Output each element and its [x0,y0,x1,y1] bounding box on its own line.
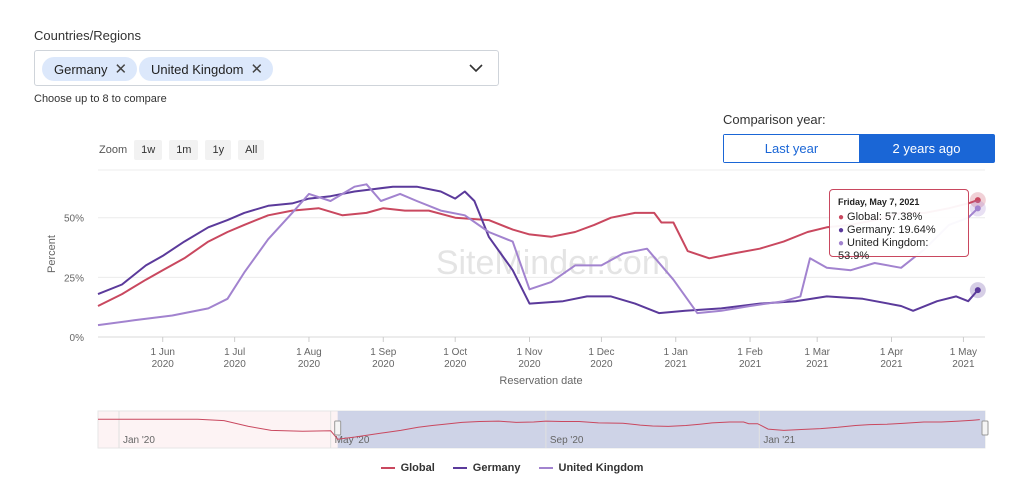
x-tick-label: 1 Mar [804,347,830,358]
tooltip-line-germany: ● Germany: 19.64% [838,224,936,236]
tooltip-title: Friday, May 7, 2021 [838,197,920,207]
x-tick-label: 1 Apr [880,347,904,358]
zoom-1m-button[interactable]: 1m [169,140,199,160]
x-tick-label: 2021 [665,359,688,370]
x-tick-label: 2020 [152,359,175,370]
x-tick-label: 2020 [590,359,613,370]
x-tick-label: 1 Dec [588,347,614,358]
x-tick-label: 1 Sep [370,347,397,358]
dot-icon: ● [838,225,845,236]
countries-label: Countries/Regions [34,28,141,43]
legend-swatch [538,467,553,469]
x-tick-label: 2021 [806,359,829,370]
comparison-year-label: Comparison year: [723,112,826,127]
x-tick-label: 2021 [880,359,903,370]
hover-point [974,197,981,204]
x-tick-label: 1 May [950,347,977,358]
hover-point [974,287,981,294]
x-tick-label: 1 Aug [296,347,322,358]
y-tick-label: 0% [70,333,85,344]
navigator[interactable]: Jan '20 May '20 Sep '20 Jan '21 [97,410,989,449]
legend-label: Global [400,462,435,474]
two-years-ago-button[interactable]: 2 years ago [859,135,994,162]
x-tick-label: 2021 [952,359,975,370]
chip-germany[interactable]: Germany ✕ [42,57,138,81]
navigator-label: Sep '20 [550,435,584,446]
navigator-handle-right[interactable] [981,420,989,436]
selection-hint: Choose up to 8 to compare [34,93,167,105]
x-tick-label: 1 Oct [443,347,467,358]
chip-label: Germany [54,61,108,77]
tooltip-line-global: ● Global: 57.38% [838,211,923,223]
legend-item-united-kingdom[interactable]: United Kingdom [538,462,644,474]
x-tick-label: 2020 [444,359,467,370]
dot-icon: ● [838,238,845,249]
x-tick-label: 1 Jun [150,347,174,358]
legend-swatch [380,467,395,469]
x-tick-label: 2020 [372,359,395,370]
tooltip: Friday, May 7, 2021 ● Global: 57.38% ● Ger… [829,189,969,262]
x-tick-label: 2020 [224,359,247,370]
x-tick-label: 2020 [518,359,541,370]
navigator-label: May '20 [335,435,370,446]
legend-item-global[interactable]: Global [380,462,435,474]
countries-select[interactable]: Germany ✕ United Kingdom ✕ [34,50,499,86]
legend-swatch [452,467,467,469]
last-year-button[interactable]: Last year [724,135,859,162]
close-icon[interactable]: ✕ [250,60,264,78]
chip-label: United Kingdom [151,61,244,77]
x-axis-title: Reservation date [499,375,582,387]
navigator-handle-left[interactable] [334,420,342,436]
navigator-label: Jan '21 [763,435,795,446]
y-axis: 0% 25% 50% [64,214,84,344]
chevron-down-icon[interactable] [468,60,484,76]
close-icon[interactable]: ✕ [114,60,128,78]
y-tick-label: 25% [64,273,84,284]
x-tick-label: 1 Feb [737,347,763,358]
x-tick-label: 2021 [739,359,762,370]
zoom-label: Zoom [99,144,128,156]
navigator-selection [337,411,985,448]
legend: Global Germany United Kingdom [0,462,1024,474]
zoom-all-button[interactable]: All [238,140,265,160]
dot-icon: ● [838,212,845,223]
navigator-label: Jan '20 [123,435,155,446]
legend-label: Germany [472,462,521,474]
zoom-controls: Zoom 1w 1m 1y All [99,140,265,160]
watermark: SiteMinder.com [436,244,670,282]
y-tick-label: 50% [64,214,84,225]
x-tick-label: 1 Jan [664,347,688,358]
x-tick-label: 2020 [298,359,321,370]
chip-united-kingdom[interactable]: United Kingdom ✕ [139,57,274,81]
y-axis-title: Percent [46,235,58,273]
navigator-series-line [98,418,980,440]
comparison-year-toggle: Last year 2 years ago [723,134,995,163]
series-line-germany [97,185,979,315]
x-tick-label: 1 Jul [224,347,245,358]
zoom-1w-button[interactable]: 1w [134,140,163,160]
legend-label: United Kingdom [558,462,644,474]
series-line-united-kingdom [97,183,979,327]
x-tick-label: 1 Nov [516,347,542,358]
hover-point [974,205,981,212]
zoom-1y-button[interactable]: 1y [205,140,232,160]
legend-item-germany[interactable]: Germany [452,462,521,474]
tooltip-line-uk: ● United Kingdom: 53.9% [838,237,929,262]
